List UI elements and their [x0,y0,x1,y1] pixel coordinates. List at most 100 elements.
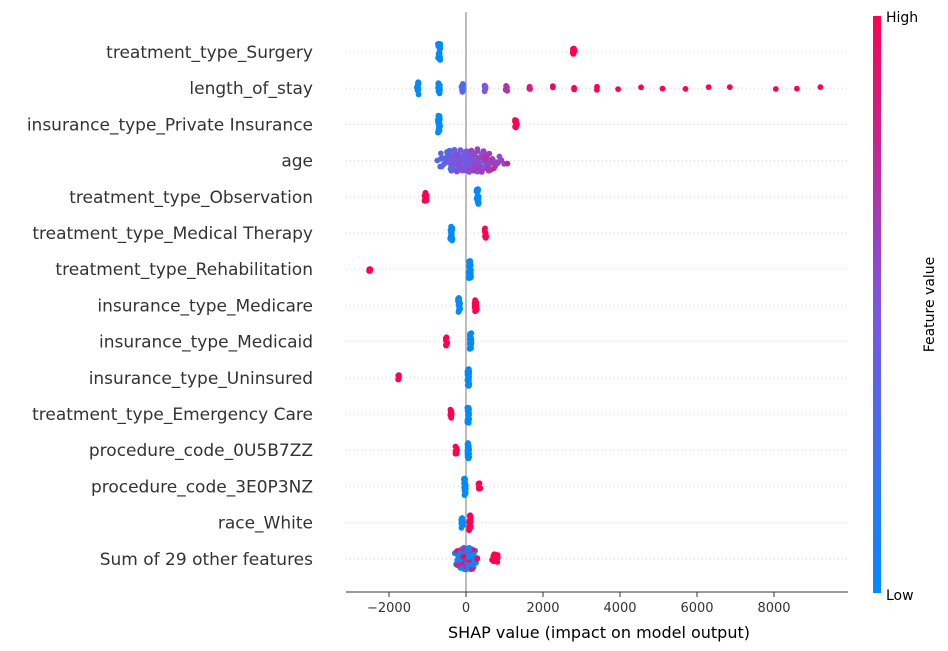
feature-points [452,440,473,462]
data-point [474,556,481,562]
data-point [466,263,472,270]
data-point [466,554,472,561]
data-point [448,230,455,236]
x-tick-label: 0 [462,601,470,616]
data-point [466,366,472,373]
data-point [502,86,509,93]
data-point [448,407,454,414]
data-point [493,557,499,563]
data-point [571,84,577,91]
data-point [469,561,476,568]
data-point [470,155,477,162]
feature-label: Sum of 29 other features [100,550,313,570]
data-point [456,307,462,314]
data-point [512,118,518,125]
data-point [466,169,473,175]
data-point [705,84,712,90]
data-point [465,157,471,164]
data-point [481,154,488,161]
data-point [526,86,533,92]
data-point [435,50,442,57]
feature-points [421,186,482,207]
feature-points [447,404,473,426]
data-point [457,147,464,154]
data-point [447,157,454,164]
data-point [482,233,488,240]
data-point [466,406,472,413]
feature-points [451,544,501,573]
feature-label: treatment_type_Observation [69,188,313,208]
data-point [482,84,489,90]
data-point [467,512,474,519]
data-point [504,160,511,167]
data-point [462,491,468,497]
feature-points [395,366,473,389]
data-point [436,85,443,91]
data-point [817,84,824,90]
data-point [458,83,465,90]
data-point [485,167,492,174]
data-point [473,304,480,311]
colorbar-low-label: Low [886,588,914,604]
feature-label: treatment_type_Medical Therapy [32,224,313,244]
data-points [366,40,824,573]
data-point [437,155,444,162]
data-point [465,411,471,418]
data-point [466,525,473,531]
x-tick-label: 2000 [526,601,559,616]
feature-points [435,112,520,136]
data-point [473,160,480,167]
colorbar-high-label: High [886,10,918,26]
data-point [415,84,421,91]
data-point [415,79,422,86]
feature-label: length_of_stay [189,79,313,99]
x-tick-label: 8000 [757,601,790,616]
data-point [466,546,472,553]
feature-label: insurance_type_Medicare [97,296,313,316]
feature-label: procedure_code_0U5B7ZZ [89,441,313,461]
feature-points [435,40,578,63]
data-point [794,85,800,92]
data-point [726,84,733,90]
colorbar-gradient [873,16,881,593]
data-point [436,113,443,119]
data-point [492,159,499,166]
x-tick-label: 4000 [603,601,636,616]
x-axis: −2000 0 2000 4000 6000 8000 [346,591,848,616]
data-point [464,450,471,457]
data-point [772,86,779,92]
feature-label: insurance_type_Uninsured [89,369,313,389]
data-point [682,86,689,92]
data-point [475,481,482,488]
data-point [456,303,462,309]
colorbar: High Low Feature value [873,10,938,604]
feature-points [447,223,489,244]
data-point [454,168,460,175]
data-point [615,86,621,92]
data-point [465,440,471,446]
data-point [455,561,461,568]
feature-points [455,295,480,315]
data-point [475,201,482,207]
data-point [461,476,467,482]
data-point [486,150,493,157]
data-point [443,335,450,341]
data-point [638,84,644,91]
data-point [458,519,465,525]
data-point [594,86,600,93]
data-point [452,448,459,454]
feature-label: race_White [218,514,313,534]
data-point [395,373,402,380]
colorbar-title: Feature value [922,257,938,353]
data-point [659,85,666,92]
feature-label: treatment_type_Rehabilitation [55,260,313,280]
data-point [476,485,482,492]
data-point [474,146,481,153]
x-tick-label: 6000 [680,601,713,616]
data-point [496,153,503,160]
data-point [465,417,471,423]
data-point [460,553,467,560]
data-point [489,557,495,563]
data-point [467,332,473,339]
